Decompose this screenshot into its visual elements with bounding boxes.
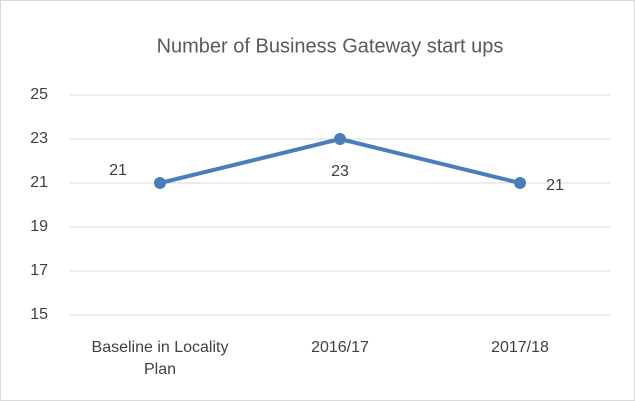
y-tick-label: 17 bbox=[30, 262, 48, 279]
chart-title: Number of Business Gateway start ups bbox=[157, 35, 504, 57]
data-label: 21 bbox=[109, 162, 127, 179]
y-tick-label: 23 bbox=[30, 130, 48, 147]
x-tick-label: 2017/18 bbox=[491, 339, 549, 356]
y-tick-label: 19 bbox=[30, 218, 48, 235]
x-tick-label: Baseline in Locality Plan bbox=[91, 339, 229, 378]
y-tick-label: 25 bbox=[30, 86, 48, 103]
data-label: 21 bbox=[546, 177, 564, 194]
x-tick-label: 2016/17 bbox=[311, 339, 369, 356]
y-tick-label: 15 bbox=[30, 306, 48, 323]
y-tick-label: 21 bbox=[30, 174, 48, 191]
data-label: 23 bbox=[331, 163, 349, 180]
marker bbox=[334, 133, 346, 145]
marker bbox=[514, 177, 526, 189]
marker bbox=[154, 177, 166, 189]
